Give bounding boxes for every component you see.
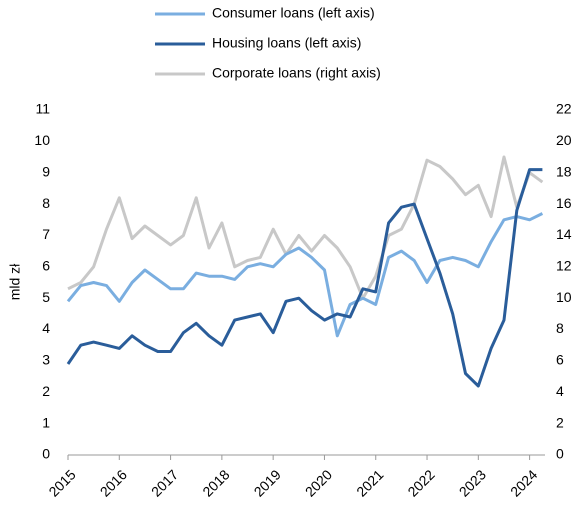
x-tick-label: 2017 <box>148 466 181 499</box>
y-axis-label: mld zł <box>7 263 23 300</box>
y2-tick-label: 22 <box>556 101 572 117</box>
y-tick-label: 1 <box>42 414 50 430</box>
x-tick-label: 2018 <box>199 466 232 499</box>
y-tick-label: 0 <box>42 446 50 462</box>
y2-tick-label: 2 <box>556 414 564 430</box>
y2-tick-label: 12 <box>556 258 572 274</box>
x-tick-label: 2024 <box>507 466 540 499</box>
y2-tick-label: 18 <box>556 163 572 179</box>
x-tick-label: 2016 <box>97 466 130 499</box>
y2-tick-label: 10 <box>556 289 572 305</box>
series-line <box>66 168 543 388</box>
x-tick-label: 2022 <box>404 466 437 499</box>
x-tick-label: 2020 <box>302 466 335 499</box>
y2-tick-label: 4 <box>556 383 564 399</box>
y-tick-label: 3 <box>42 352 50 368</box>
legend-label: Consumer loans (left axis) <box>212 5 375 21</box>
legend-label: Housing loans (left axis) <box>212 35 361 51</box>
y-tick-label: 2 <box>42 383 50 399</box>
y-tick-label: 10 <box>34 132 50 148</box>
y-tick-label: 5 <box>42 289 50 305</box>
x-tick-label: 2023 <box>456 466 489 499</box>
y-tick-label: 11 <box>35 101 50 117</box>
y2-tick-label: 14 <box>556 226 572 242</box>
y2-tick-label: 6 <box>556 352 564 368</box>
y2-tick-label: 20 <box>556 132 572 148</box>
series-line <box>66 212 544 338</box>
y-tick-label: 6 <box>42 258 50 274</box>
y-tick-label: 9 <box>42 163 50 179</box>
y-tick-label: 4 <box>42 320 50 336</box>
y2-tick-label: 8 <box>556 320 564 336</box>
y-tick-label: 8 <box>42 195 50 211</box>
x-tick-label: 2021 <box>353 466 386 499</box>
y2-tick-label: 16 <box>556 195 572 211</box>
y2-tick-label: 0 <box>556 446 564 462</box>
x-tick-label: 2019 <box>251 466 284 499</box>
legend-label: Corporate loans (right axis) <box>212 65 381 81</box>
x-tick-label: 2015 <box>45 466 78 499</box>
y-tick-label: 7 <box>42 226 50 242</box>
series-line <box>67 155 544 300</box>
